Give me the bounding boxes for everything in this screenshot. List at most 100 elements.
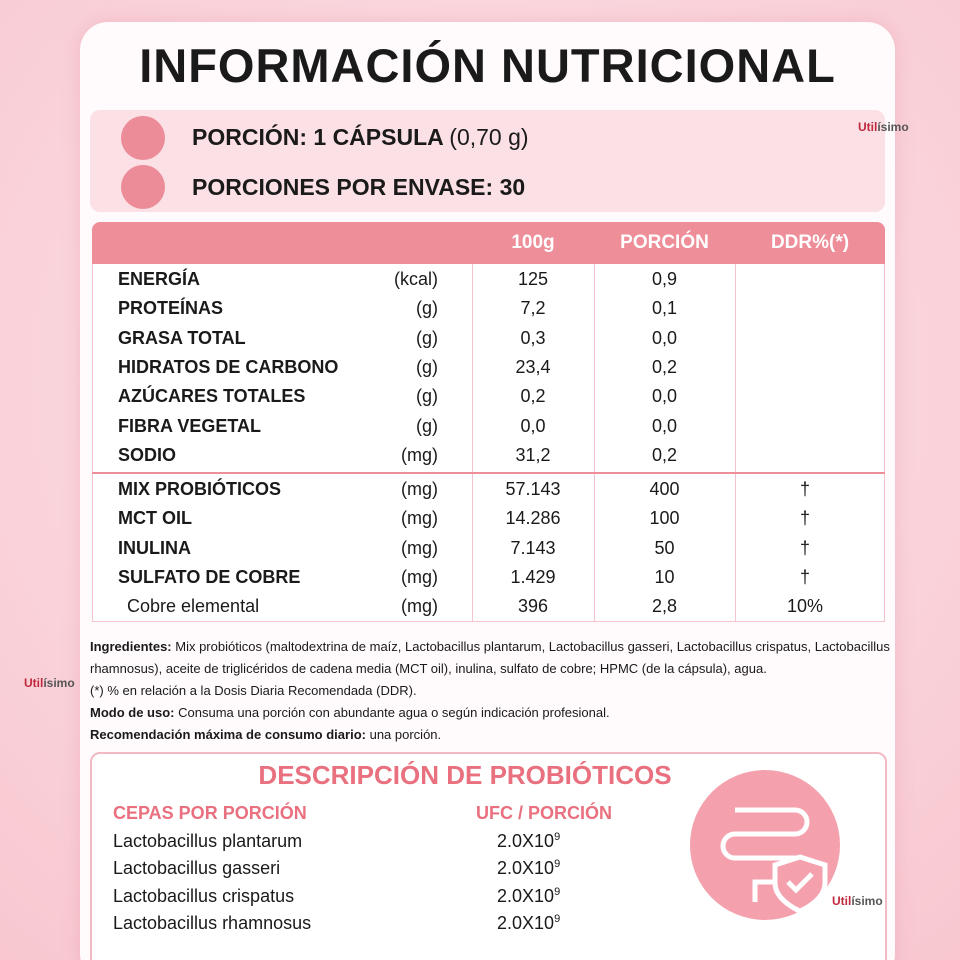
ufc-exponent: 9 [554,885,561,898]
nutrient-name: Cobre elemental [127,596,260,617]
strain: Lactobacillus gasseri [113,858,281,879]
strain: Lactobacillus plantarum [113,831,303,851]
column-header: 100g [511,232,555,253]
ufc-base: 2.0X10 [497,858,555,879]
bottle-icon [121,165,165,209]
per-100g: 7.143 [510,537,556,558]
gut-icon [690,770,840,920]
unit: (mg) [401,444,438,465]
brand-part: ísimo [877,120,909,134]
column-divider [472,264,473,622]
text: una porción. [369,727,442,742]
nutrient-name: AZÚCARES TOTALES [118,386,306,407]
per-portion: 100 [649,508,680,529]
usage: Modo de uso: Consuma una porción con abu… [90,702,890,724]
brand-part: Util [832,894,852,908]
nutrient-name: PROTEÍNAS [118,298,224,319]
per-portion: 400 [649,479,680,499]
unit: (mg) [401,537,438,558]
per-portion: 10 [654,566,675,587]
brand-logo: Utilísimo [832,894,883,908]
footnote: (*) % en relación a la Dosis Diaria Reco… [90,683,417,698]
per-100g: 125 [517,269,549,289]
ufc-base: 2.0X10 [497,831,555,851]
portion-weight: (0,70 g) [449,124,529,150]
per-100g: 0,0 [520,415,546,436]
brand-part: ísimo [851,894,883,908]
brand-logo: Utilísimo [858,120,909,134]
per-portion: 0,0 [651,327,678,348]
column-divider [735,264,736,622]
per-100g: 57.143 [505,479,561,499]
unit: (g) [416,298,438,319]
brand-logo: Utilísimo [24,676,75,690]
serving-box [90,110,885,212]
ddr: † [799,537,810,558]
nutrient-name: ENERGÍA [118,269,201,289]
column-divider [594,264,595,622]
unit: (g) [416,356,438,377]
brand-part: ísimo [43,676,75,690]
probiotics-title: DESCRIPCIÓN DE PROBIÓTICOS [258,760,672,790]
per-100g: 23,4 [515,356,551,377]
per-100g: 396 [517,596,549,617]
nutrient-name: SODIO [118,444,177,465]
serving-text: PORCIÓN: 1 CÁPSULA (0,70 g) [192,124,529,151]
nutrient-name: HIDRATOS DE CARBONO [118,356,339,377]
nutrient-name: FIBRA VEGETAL [118,415,261,436]
per-100g: 0,2 [520,386,546,407]
per-container: PORCIONES POR ENVASE: 30 [192,174,526,200]
table-header [92,222,885,264]
per-portion: 0,2 [651,444,678,465]
per-100g: 14.286 [505,508,561,529]
per-100g: 7,2 [520,298,546,319]
unit: (g) [416,386,438,407]
per-portion: 50 [654,537,675,558]
per-100g: 0,3 [520,327,546,348]
per-portion: 0,1 [651,298,678,319]
nutrient-name: GRASA TOTAL [118,327,246,348]
ddr: 10% [786,596,824,617]
column-header: DDR%(*) [770,232,850,253]
label: Modo de uso: [90,705,175,720]
column-header: CEPAS POR PORCIÓN [113,803,307,823]
text: Mix probióticos (maltodextrina de maíz, … [90,639,890,676]
max-consumption: Recomendación máxima de consumo diario: … [90,724,890,746]
ufc-exponent: 9 [554,858,561,871]
ufc: 2.0X109 [497,913,560,934]
unit: (mg) [401,479,438,499]
label: Ingredientes: [90,639,172,654]
per-portion: 2,8 [651,596,678,617]
unit: (mg) [401,566,438,587]
nutrient-name: MCT OIL [118,508,192,529]
strain: Lactobacillus rhamnosus [113,912,312,933]
portion: PORCIÓN: 1 CÁPSULA [192,124,443,150]
ingredients: Ingredientes: Mix probióticos (maltodext… [90,636,890,680]
ufc: 2.0X109 [497,831,560,852]
unit: (mg) [401,596,438,617]
unit: (g) [416,327,438,348]
per-portion: 0,0 [651,415,678,436]
nutrient-name: INULINA [118,537,191,558]
notes: Ingredientes: Mix probióticos (maltodext… [90,636,890,746]
ufc-exponent: 9 [554,831,561,843]
ufc-exponent: 9 [554,912,561,925]
unit: (kcal) [394,269,438,289]
per-100g: 1.429 [510,566,556,587]
column-header: PORCIÓN [620,232,709,253]
check [786,872,814,894]
table-body [92,264,885,622]
ddr: † [799,566,810,587]
ufc: 2.0X109 [497,886,560,907]
unit: (mg) [401,508,438,529]
text: Consuma una porción con abundante agua o… [178,705,610,720]
ddr: † [799,508,810,529]
ufc: 2.0X109 [497,858,560,879]
brand-part: Util [858,120,878,134]
strain: Lactobacillus crispatus [113,885,295,906]
ufc-base: 2.0X10 [497,885,555,906]
per-portion: 0,0 [651,386,678,407]
unit: (g) [416,415,438,436]
nutrient-name: SULFATO DE COBRE [118,566,301,587]
